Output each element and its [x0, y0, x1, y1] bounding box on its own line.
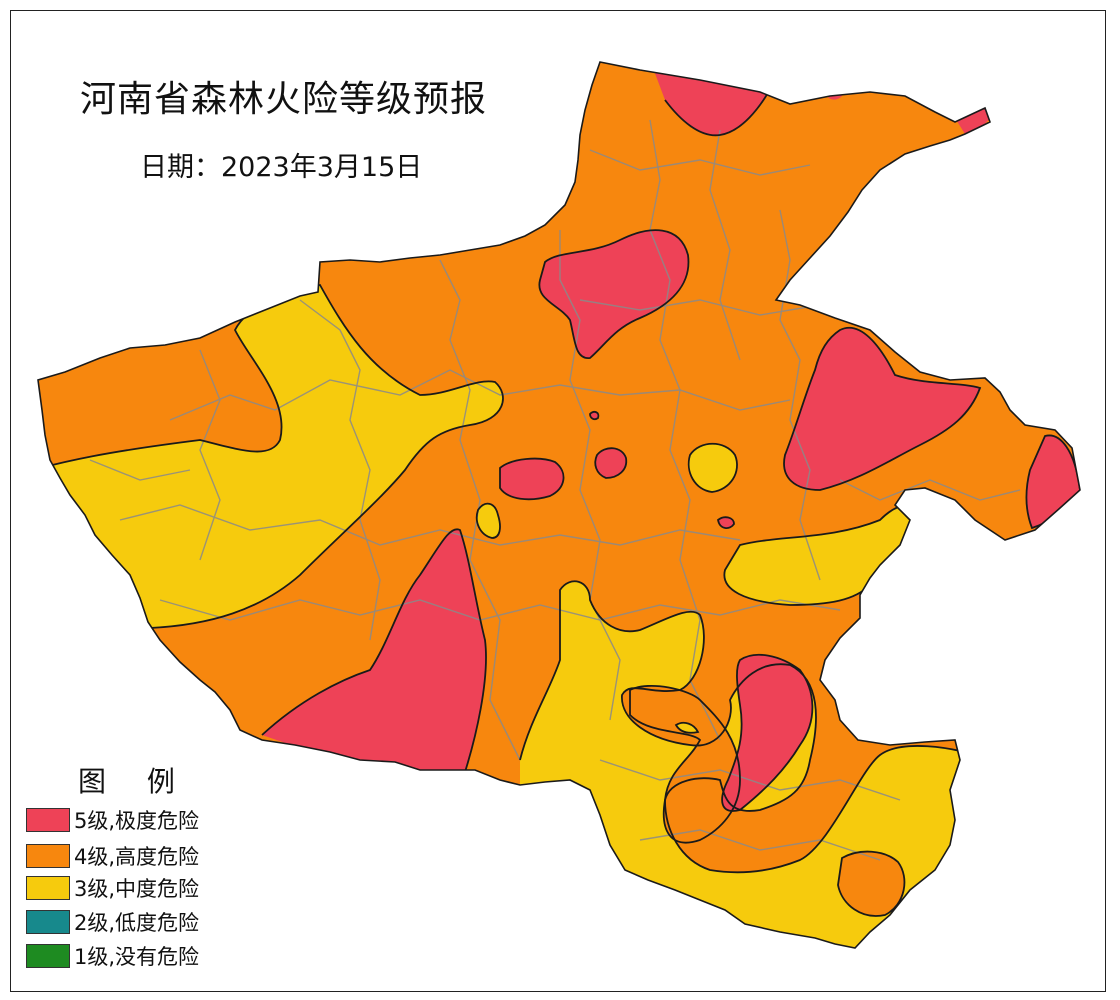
forecast-date: 日期：2023年3月15日 [140, 152, 423, 183]
legend-swatch-level5 [26, 808, 70, 832]
legend-title: 图 例 [78, 765, 191, 798]
legend-item-level5: 5级,极度危险 [26, 806, 199, 834]
legend-swatch-level4 [26, 844, 70, 868]
level5-zone-southeast [722, 654, 813, 811]
legend-item-level2: 2级,低度危险 [26, 908, 199, 936]
legend-swatch-level1 [26, 944, 70, 968]
figure-border [10, 10, 1106, 992]
legend-item-level1: 1级,没有危险 [26, 942, 199, 970]
legend-label-level2: 2级,低度危险 [74, 911, 200, 935]
legend-swatch-level3 [26, 876, 70, 900]
legend-label-level5: 5级,极度危险 [74, 809, 200, 833]
level3-island-small [476, 503, 500, 538]
level5-zone-north-central [539, 230, 689, 359]
level5-zone-southwest [262, 529, 486, 772]
county-borders [89, 119, 1021, 861]
level5-zone-northeast [784, 327, 980, 490]
legend-item-level3: 3级,中度危险 [26, 874, 199, 902]
level5-island-tiny [718, 517, 734, 529]
legend-item-level4: 4级,高度危险 [26, 842, 199, 870]
legend-label-level4: 4级,高度危险 [74, 845, 200, 869]
map-title: 河南省森林火险等级预报 [80, 79, 488, 120]
legend-label-level3: 3级,中度危险 [74, 877, 200, 901]
level3-zone-west [38, 285, 503, 640]
contour-lines [38, 62, 1080, 917]
level3-island-center [688, 443, 738, 492]
level4-island-southeast [838, 851, 905, 916]
level5-zone-center-small [500, 458, 564, 500]
legend-label-level1: 1级,没有危险 [74, 945, 200, 969]
level5-zone-center-dot [595, 448, 627, 478]
province-outline [37, 61, 1081, 949]
legend-swatch-level2 [26, 910, 70, 934]
